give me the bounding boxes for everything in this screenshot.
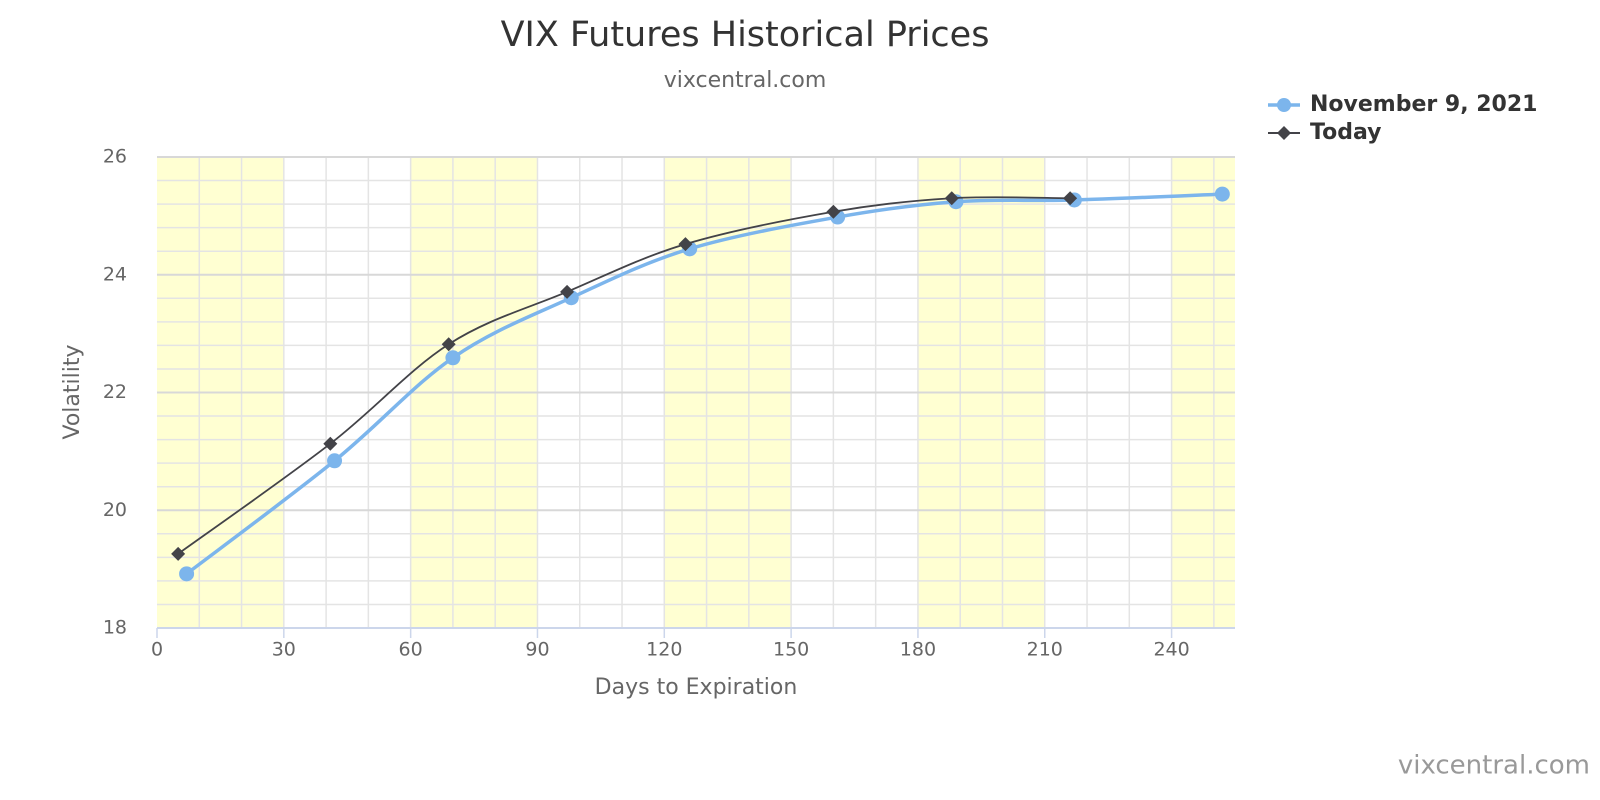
legend-label: November 9, 2021 [1310,92,1537,117]
point [327,453,343,469]
x-tick-label: 60 [399,639,423,661]
x-tick-label: 240 [1153,639,1189,661]
x-tick-label: 0 [151,639,163,661]
point [678,237,693,252]
point [826,204,841,219]
point [171,546,186,561]
x-tick-label: 150 [773,639,809,661]
point [1063,191,1078,206]
legend: November 9, 2021 Today [1268,92,1537,145]
x-tick-label: 90 [525,639,549,661]
y-tick-label: 26 [103,146,127,168]
legend-symbol [1277,98,1291,112]
point [323,436,338,451]
point [445,350,461,366]
point [1214,186,1230,202]
y-tick-label: 18 [103,617,127,639]
y-axis-label: Volatility [60,344,85,439]
chart-subtitle: vixcentral.com [664,68,827,93]
credits: vixcentral.com [1398,751,1590,781]
y-tick-label: 20 [103,499,127,521]
y-tick-label: 24 [103,263,127,285]
x-tick-label: 30 [272,639,296,661]
point [441,337,456,352]
legend-symbol [1277,126,1291,140]
x-tick-label: 120 [646,639,682,661]
x-tick-label: 180 [900,639,936,661]
point [179,566,195,582]
chart-title: VIX Futures Historical Prices [501,15,990,55]
x-tick-label: 210 [1027,639,1063,661]
y-tick-label: 22 [103,381,127,403]
x-axis-label: Days to Expiration [595,675,798,700]
legend-label: Today [1310,120,1381,145]
point [944,191,959,206]
point [560,284,575,299]
